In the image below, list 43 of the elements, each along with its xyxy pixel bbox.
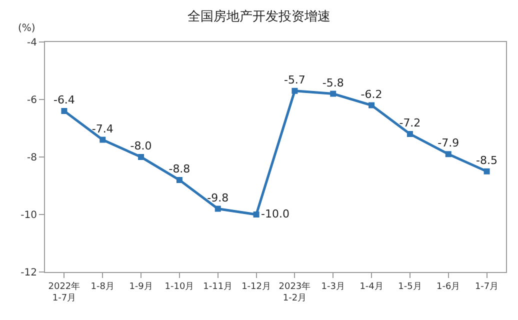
x-tick-label: 2022年 1-7月 xyxy=(48,280,80,304)
x-tick-label: 1-8月 xyxy=(90,282,114,292)
point xyxy=(61,108,68,114)
y-tick-label: -10 xyxy=(20,210,37,221)
y-tick-label: -12 xyxy=(20,268,37,278)
x-tick-label: 1-7月 xyxy=(474,282,499,292)
point xyxy=(176,177,182,183)
data-label: -7.9 xyxy=(438,136,460,150)
data-label: -6.4 xyxy=(53,94,75,106)
y-axis-title: (%) xyxy=(18,23,36,34)
data-label: -6.2 xyxy=(360,88,382,101)
x-tick-label: 1-12月 xyxy=(242,282,272,292)
data-label: -8.0 xyxy=(130,140,152,152)
data-label: -8.5 xyxy=(476,154,498,167)
point xyxy=(138,154,144,160)
x-tick-label: 1-3月 xyxy=(321,282,345,292)
x-tick-label: 1-10月 xyxy=(164,282,194,292)
point xyxy=(330,90,336,97)
point xyxy=(292,88,298,94)
data-label: -5.7 xyxy=(284,73,306,86)
x-tick-label: 2023年 1-2月 xyxy=(278,280,311,304)
data-label: -7.4 xyxy=(92,122,114,136)
point xyxy=(368,102,375,108)
data-label: -7.2 xyxy=(399,116,421,130)
x-tick-label: 1-4月 xyxy=(360,282,384,292)
point xyxy=(445,151,452,158)
x-tick-label: 1-6月 xyxy=(436,282,460,292)
point xyxy=(484,168,490,174)
x-tick-label: 1-5月 xyxy=(398,282,422,292)
y-tick-label: -8 xyxy=(27,152,37,164)
point xyxy=(100,136,106,143)
chart-title: 全国房地产开发投资增速 xyxy=(188,8,330,24)
data-label: -5.8 xyxy=(322,76,344,90)
data-label: -8.8 xyxy=(168,162,190,176)
y-tick-label: -4 xyxy=(27,38,37,48)
y-tick-label: -6 xyxy=(27,95,37,106)
x-tick-label: 1-11月 xyxy=(203,282,233,292)
x-tick-label: 1-9月 xyxy=(129,282,153,292)
data-label: -10.0 xyxy=(261,207,290,220)
point xyxy=(253,212,260,218)
data-label: -9.8 xyxy=(207,191,229,204)
point xyxy=(406,131,413,137)
point xyxy=(214,206,221,212)
